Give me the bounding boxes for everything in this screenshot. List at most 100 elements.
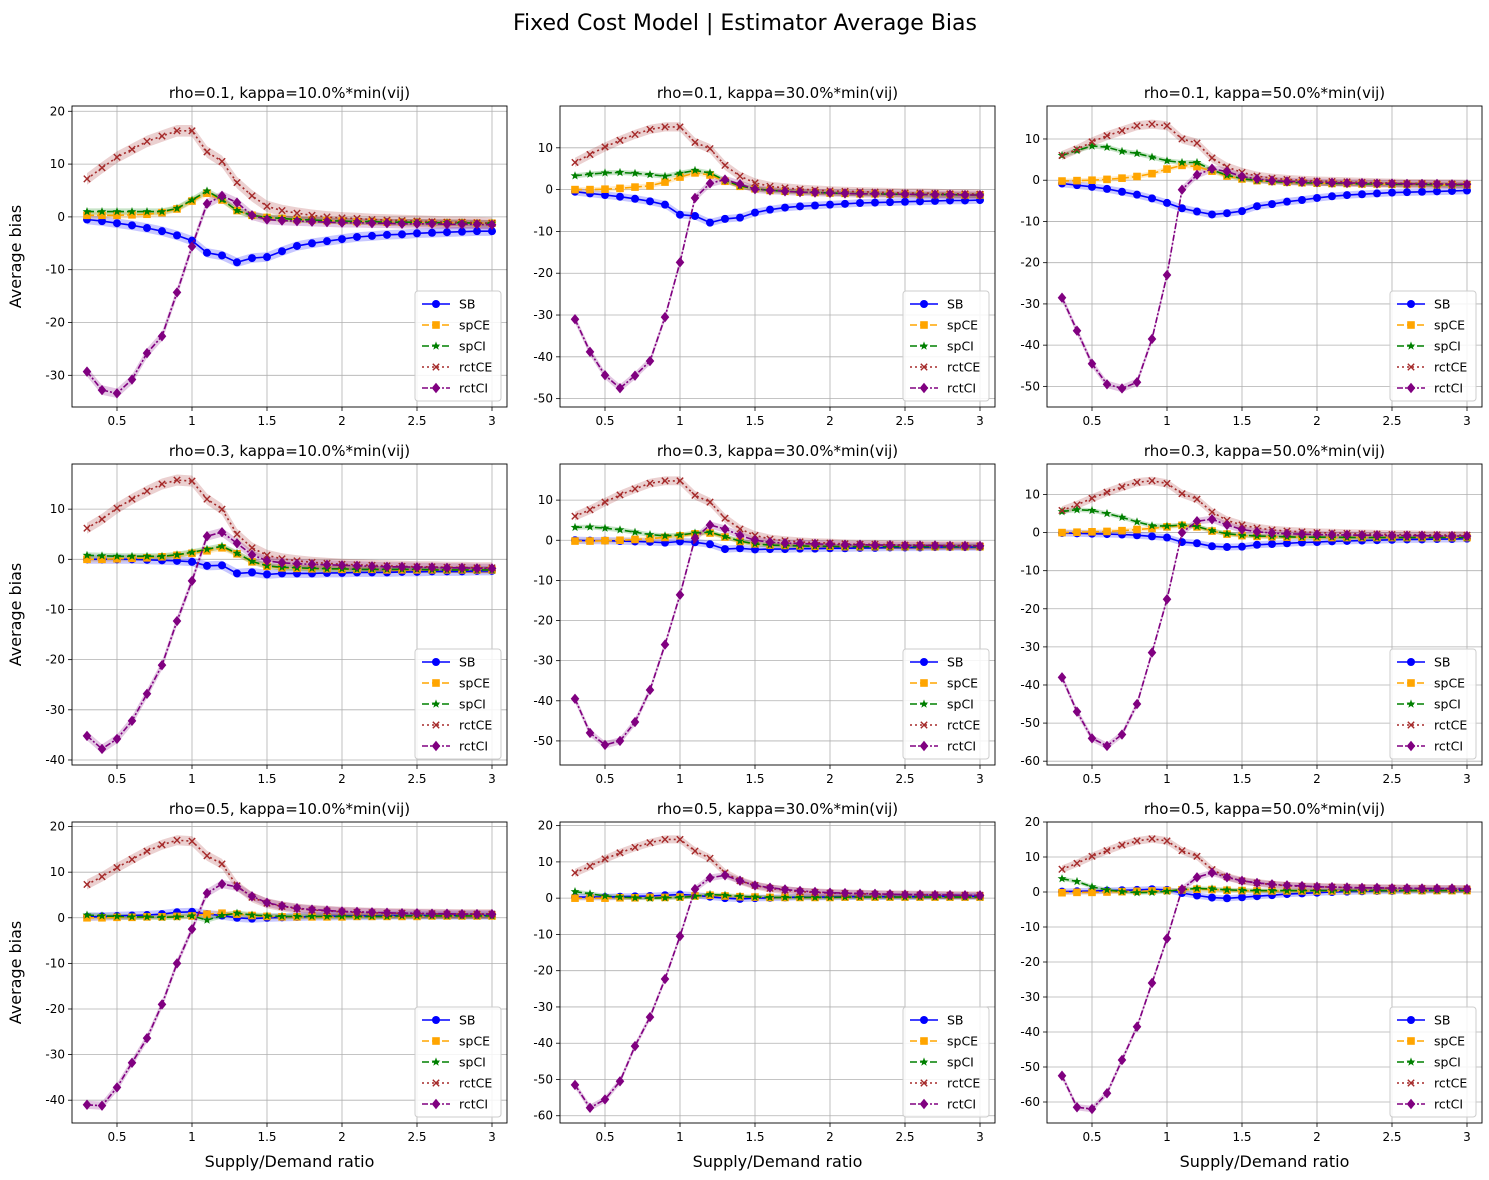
- legend-label: SB: [947, 655, 964, 670]
- data-point-rctCE: [1208, 154, 1216, 162]
- plot-area: [82, 474, 497, 755]
- x-tick-label: 1: [676, 414, 684, 428]
- data-point-rctCI: [615, 735, 625, 747]
- data-point-SB: [308, 239, 316, 248]
- data-point-rctCE: [586, 506, 594, 514]
- data-point-rctCE: [1073, 145, 1081, 153]
- data-point-rctCE: [1103, 131, 1111, 140]
- data-point-spCE: [83, 211, 91, 220]
- legend-marker-spCE: [920, 1037, 928, 1045]
- y-tick-label: -20: [1020, 602, 1040, 616]
- data-point-spCI: [1072, 505, 1082, 514]
- legend-label: SB: [1434, 655, 1451, 670]
- data-point-spCI: [1057, 874, 1067, 883]
- data-point-spCI: [157, 551, 167, 561]
- data-point-SB: [1283, 197, 1291, 206]
- data-point-rctCI: [232, 197, 242, 208]
- legend-entry: rctCI: [422, 1097, 488, 1112]
- legend-entry: spCE: [422, 1034, 490, 1049]
- data-point-SB: [1193, 207, 1201, 216]
- data-point-spCI: [112, 551, 122, 561]
- data-point-rctCE: [1118, 127, 1126, 135]
- data-point-rctCE: [1088, 494, 1096, 502]
- y-tick-label: -30: [533, 654, 553, 668]
- y-tick-label: -30: [533, 308, 553, 322]
- data-point-rctCE: [1208, 508, 1216, 516]
- data-point-SB: [1448, 186, 1456, 195]
- data-point-rctCI: [855, 188, 865, 199]
- data-point-rctCI: [1117, 729, 1127, 740]
- series-line-rctCI: [574, 524, 980, 746]
- data-point-SB: [1433, 187, 1441, 196]
- x-tick-label: 3: [976, 772, 984, 786]
- x-tick-label: 2: [826, 414, 834, 428]
- data-point-SB: [143, 223, 151, 232]
- data-point-rctCI: [795, 538, 805, 549]
- data-point-rctCE: [616, 491, 624, 499]
- data-point-rctCE: [203, 495, 211, 503]
- y-tick-label: 10: [538, 493, 553, 507]
- data-point-rctCI: [1357, 882, 1367, 893]
- x-axis-label: Supply/Demand ratio: [693, 1152, 863, 1171]
- data-point-rctCE: [203, 148, 211, 156]
- data-point-spCI: [600, 891, 610, 900]
- data-point-rctCI: [172, 958, 182, 969]
- data-point-rctCE: [661, 477, 669, 485]
- legend-label: rctCI: [1434, 1097, 1463, 1112]
- y-tick-label: -20: [1020, 955, 1040, 969]
- data-point-rctCI: [570, 314, 580, 325]
- data-point-spCE: [1058, 177, 1066, 185]
- data-point-rctCI: [720, 174, 730, 185]
- data-point-SB: [443, 228, 451, 237]
- data-point-SB: [856, 198, 864, 207]
- data-point-rctCE: [706, 144, 714, 153]
- legend-label: rctCE: [459, 360, 492, 375]
- data-point-SB: [691, 211, 699, 220]
- data-point-rctCE: [691, 847, 699, 855]
- data-point-rctCI: [870, 539, 880, 551]
- data-point-rctCI: [570, 693, 580, 704]
- data-point-rctCE: [1103, 488, 1111, 496]
- subplot-title: rho=0.1, kappa=10.0%*min(vij): [169, 84, 410, 102]
- legend-marker-rctCI: [431, 382, 441, 394]
- legend-entry: rctCE: [1397, 360, 1467, 375]
- plot-area: [570, 476, 985, 751]
- data-point-rctCI: [585, 1102, 595, 1113]
- data-point-rctCI: [855, 539, 865, 550]
- data-point-SB: [1193, 539, 1201, 548]
- data-point-SB: [1328, 192, 1336, 201]
- legend-marker-spCE: [1407, 321, 1415, 329]
- x-tick-label: 0.5: [107, 414, 126, 428]
- x-tick-label: 1: [1163, 772, 1171, 786]
- confidence-band-rctCE: [575, 122, 980, 199]
- data-point-rctCI: [142, 347, 152, 359]
- data-point-rctCI: [1462, 530, 1472, 542]
- axes-frame: [71, 463, 508, 766]
- series-markers-rctCI: [570, 519, 985, 751]
- data-point-rctCI: [412, 908, 422, 919]
- plot-area: [82, 835, 497, 1111]
- data-point-rctCE: [691, 491, 699, 499]
- plot-area: [1057, 119, 1472, 394]
- subplot: rho=0.1, kappa=50.0%*min(vij) 0.5 1 1.5 2 2.5…: [1020, 84, 1483, 428]
- data-point-SB: [931, 196, 939, 205]
- subplot: rho=0.3, kappa=30.0%*min(vij) 0.5 1 1.5 2 2.5…: [533, 442, 996, 786]
- series-line-SB: [86, 218, 492, 264]
- data-point-rctCE: [278, 206, 286, 215]
- data-point-rctCI: [960, 540, 970, 552]
- y-tick-label: -40: [1020, 338, 1040, 352]
- data-point-rctCI: [457, 562, 467, 574]
- data-point-rctCE: [128, 855, 136, 864]
- data-point-spCI: [1102, 142, 1112, 151]
- legend-entry: SB: [910, 297, 964, 312]
- series-markers-rctCI: [82, 190, 497, 399]
- data-point-SB: [98, 217, 106, 226]
- data-point-rctCI: [825, 539, 835, 550]
- data-point-rctCI: [1447, 883, 1457, 894]
- data-point-rctCI: [1327, 177, 1337, 188]
- data-point-rctCI: [442, 562, 452, 574]
- legend-entry: rctCI: [1397, 739, 1463, 754]
- axes-frame: [71, 821, 508, 1124]
- series-markers-rctCI: [570, 870, 985, 1113]
- legend-label: SB: [1434, 297, 1451, 312]
